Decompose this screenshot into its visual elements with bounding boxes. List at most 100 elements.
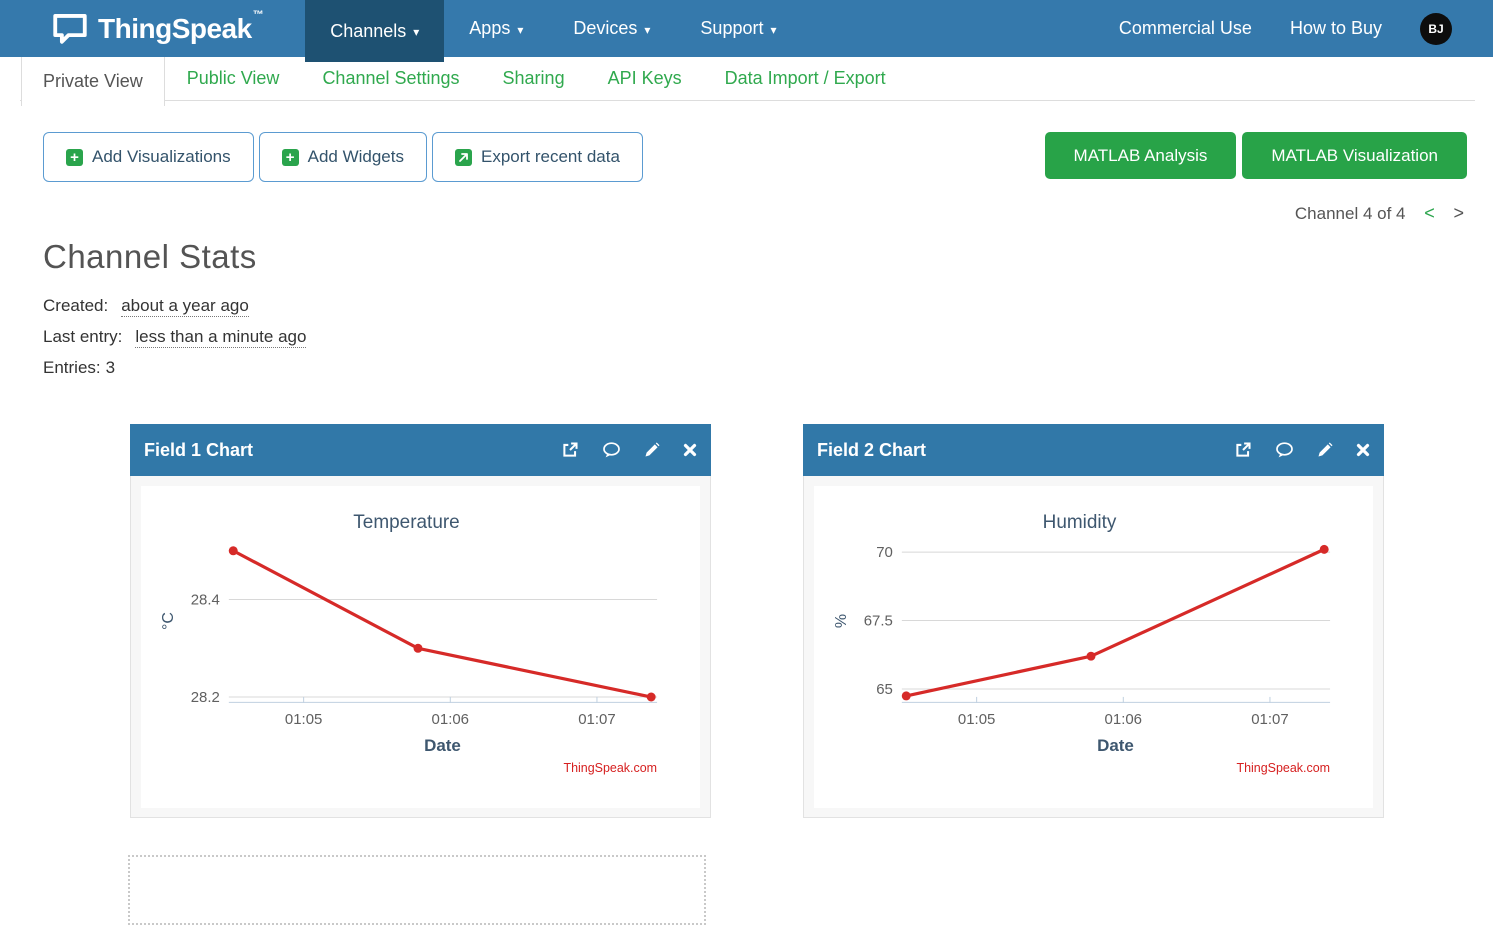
svg-text:°C: °C (160, 612, 177, 630)
comment-icon[interactable] (1275, 441, 1294, 459)
tab-channel-settings[interactable]: Channel Settings (322, 68, 460, 88)
toolbar: + Add Visualizations + Add Widgets Expor… (0, 132, 1493, 182)
svg-text:01:07: 01:07 (1251, 711, 1288, 728)
chart-area: Temperature 28.4 28.2 01:05 01:06 01:07 Date °C… (141, 486, 700, 808)
svg-text:Date: Date (1097, 736, 1134, 755)
top-navbar: ThingSpeak™ Channels ▾ Apps ▾ Devices ▾ … (0, 0, 1493, 62)
nav-item-apps[interactable]: Apps ▾ (444, 0, 548, 57)
stat-value: 3 (105, 358, 116, 377)
stat-label: Created: (43, 296, 109, 315)
add-widgets-button[interactable]: + Add Widgets (258, 132, 427, 182)
nav-item-channels[interactable]: Channels ▾ (305, 0, 445, 62)
stat-label: Entries: (43, 358, 101, 377)
export-recent-data-button[interactable]: Export recent data (432, 132, 643, 182)
nav-item-devices[interactable]: Devices ▾ (548, 0, 675, 57)
tab-sharing[interactable]: Sharing (502, 68, 565, 88)
tab-data-import-export[interactable]: Data Import / Export (724, 68, 886, 88)
nav-item-label: Support (700, 18, 764, 38)
svg-text:01:06: 01:06 (432, 711, 469, 728)
stat-value: less than a minute ago (135, 327, 307, 348)
thingspeak-logo[interactable]: ThingSpeak™ (52, 0, 264, 57)
matlab-analysis-button[interactable]: MATLAB Analysis (1044, 132, 1237, 179)
navbar-right: Commercial Use How to Buy BJ (1119, 0, 1493, 57)
export-arrow-icon (455, 148, 472, 166)
add-visualization-placeholder[interactable] (128, 855, 706, 925)
commercial-use-link[interactable]: Commercial Use (1118, 18, 1252, 38)
caret-down-icon: ▾ (413, 25, 420, 39)
main-nav: Channels ▾ Apps ▾ Devices ▾ Support ▾ (305, 0, 801, 62)
nav-item-label: Devices (573, 18, 638, 38)
svg-text:67.5: 67.5 (864, 613, 893, 630)
user-avatar[interactable]: BJ (1420, 12, 1452, 45)
temperature-line-chart: Temperature 28.4 28.2 01:05 01:06 01:07 Date °C… (160, 512, 658, 775)
svg-text:28.4: 28.4 (191, 592, 220, 609)
stat-value: about a year ago (121, 296, 249, 317)
svg-text:Date: Date (424, 736, 461, 755)
nav-item-label: Channels (330, 20, 407, 41)
svg-text:01:07: 01:07 (578, 711, 615, 728)
brand-text: ThingSpeak™ (98, 9, 264, 44)
button-label: Export recent data (481, 147, 620, 166)
channel-pager: Channel 4 of 4 < > (0, 203, 1493, 224)
chart-card-body: Humidity 70 67.5 65 01:05 01:06 01:07 Date% Thin… (803, 476, 1384, 818)
svg-text:28.2: 28.2 (191, 689, 220, 706)
stat-last-entry: Last entry: less than a minute ago (43, 327, 1493, 348)
svg-text:01:05: 01:05 (958, 711, 995, 728)
chart-card-body: Temperature 28.4 28.2 01:05 01:06 01:07 Date °C… (130, 476, 711, 818)
external-link-icon[interactable] (1234, 441, 1252, 459)
channel-pager-text: Channel 4 of 4 (1294, 204, 1406, 223)
close-icon[interactable] (683, 443, 697, 457)
svg-text:Temperature: Temperature (353, 512, 459, 533)
matlab-buttons: MATLAB Analysis MATLAB Visualization (1044, 132, 1467, 179)
speech-bubble-icon (52, 13, 88, 44)
plus-icon: + (66, 148, 83, 166)
button-label: Add Visualizations (92, 147, 231, 166)
svg-text:%: % (833, 614, 850, 628)
page-title: Channel Stats (43, 238, 257, 275)
comment-icon[interactable] (602, 441, 621, 459)
svg-text:01:05: 01:05 (285, 711, 322, 728)
svg-text:01:06: 01:06 (1105, 711, 1142, 728)
channel-tabs: Private View Public View Channel Setting… (20, 57, 1475, 106)
edit-pencil-icon[interactable] (1317, 442, 1333, 458)
caret-down-icon: ▾ (770, 22, 777, 37)
stat-entries: Entries: 3 (43, 358, 1493, 378)
tab-public-view[interactable]: Public View (186, 68, 280, 88)
svg-text:65: 65 (876, 681, 893, 698)
how-to-buy-link[interactable]: How to Buy (1289, 18, 1382, 38)
tab-api-keys[interactable]: API Keys (607, 68, 682, 88)
humidity-line-chart: Humidity 70 67.5 65 01:05 01:06 01:07 Date% Thin… (833, 512, 1331, 775)
field2-chart-card: Field 2 Chart Humidity 70 67.5 65 01:05 01:06… (803, 424, 1384, 818)
stat-created: Created: about a year ago (43, 296, 1493, 317)
external-link-icon[interactable] (561, 441, 579, 459)
charts-row: Field 1 Chart Temperature 28.4 28.2 01:05 01… (130, 424, 1493, 818)
trademark-symbol: ™ (252, 9, 264, 22)
caret-down-icon: ▾ (644, 22, 651, 37)
next-channel-chevron-icon[interactable]: > (1453, 203, 1464, 223)
chart-card-header: Field 1 Chart (130, 424, 711, 476)
tab-private-view[interactable]: Private View (21, 57, 165, 106)
close-icon[interactable] (1356, 443, 1370, 457)
channel-stats: Created: about a year ago Last entry: less… (43, 296, 1493, 378)
button-label: Add Widgets (307, 147, 404, 166)
stat-label: Last entry: (43, 327, 123, 346)
caret-down-icon: ▾ (517, 22, 524, 37)
nav-item-support[interactable]: Support ▾ (675, 0, 801, 57)
svg-text:ThingSpeak.com: ThingSpeak.com (563, 761, 657, 775)
svg-text:70: 70 (876, 544, 893, 561)
svg-text:ThingSpeak.com: ThingSpeak.com (1236, 761, 1330, 775)
prev-channel-chevron-icon[interactable]: < (1424, 203, 1435, 223)
svg-text:Humidity: Humidity (1043, 512, 1117, 533)
matlab-visualization-button[interactable]: MATLAB Visualization (1242, 132, 1467, 179)
chart-card-title: Field 1 Chart (144, 439, 254, 460)
chart-card-actions (1234, 441, 1370, 459)
plus-icon: + (281, 148, 299, 166)
chart-area: Humidity 70 67.5 65 01:05 01:06 01:07 Date% Thin… (814, 486, 1373, 808)
edit-pencil-icon[interactable] (644, 442, 660, 458)
chart-card-actions (561, 441, 697, 459)
field1-chart-card: Field 1 Chart Temperature 28.4 28.2 01:05 01… (130, 424, 711, 818)
add-visualizations-button[interactable]: + Add Visualizations (43, 132, 254, 182)
nav-item-label: Apps (469, 18, 511, 38)
chart-card-title: Field 2 Chart (817, 439, 927, 460)
chart-card-header: Field 2 Chart (803, 424, 1384, 476)
